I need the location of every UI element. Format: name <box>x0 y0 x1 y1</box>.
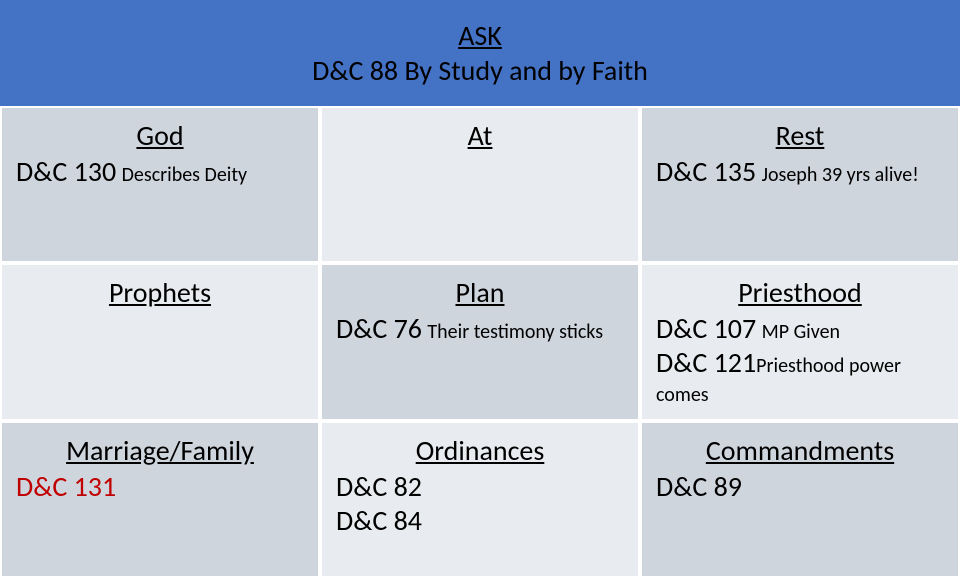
scripture-ref: D&C 82 <box>336 469 422 504</box>
cell-body: D&C 76 Their testimony sticks <box>336 312 624 346</box>
cell-body: D&C 82 D&C 84 <box>336 470 624 538</box>
scripture-ref: D&C 76 <box>336 311 422 346</box>
header-subtitle: D&C 88 By Study and by Faith <box>0 53 960 88</box>
cell-marriage-family: Marriage/Family D&C 131 <box>0 421 320 578</box>
scripture-ref: D&C 89 <box>656 469 742 504</box>
cell-god: God D&C 130 Describes Deity <box>0 106 320 263</box>
scripture-ref: D&C 130 <box>16 154 116 189</box>
header-banner: ASK D&C 88 By Study and by Faith <box>0 0 960 106</box>
cell-title: Marriage/Family <box>16 433 304 468</box>
cell-desc: Their testimony sticks <box>427 320 603 344</box>
cell-title: Prophets <box>16 275 304 310</box>
cell-title: Plan <box>336 275 624 310</box>
cell-ordinances: Ordinances D&C 82 D&C 84 <box>320 421 640 578</box>
cell-body: D&C 131 <box>16 470 304 504</box>
cell-desc: Describes Deity <box>122 163 248 187</box>
cell-title: Rest <box>656 118 944 153</box>
scripture-ref: D&C 84 <box>336 503 422 538</box>
cell-desc: Joseph 39 yrs alive! <box>762 163 919 187</box>
cell-title: Ordinances <box>336 433 624 468</box>
content-grid: God D&C 130 Describes Deity At Rest D&C … <box>0 106 960 578</box>
cell-at: At <box>320 106 640 263</box>
cell-desc: MP Given <box>762 320 840 344</box>
cell-priesthood: Priesthood D&C 107 MP Given D&C 121Pries… <box>640 263 960 420</box>
slide-container: ASK D&C 88 By Study and by Faith God D&C… <box>0 0 960 540</box>
cell-plan: Plan D&C 76 Their testimony sticks <box>320 263 640 420</box>
scripture-ref: D&C 135 <box>656 154 756 189</box>
cell-body: D&C 135 Joseph 39 yrs alive! <box>656 155 944 189</box>
cell-prophets: Prophets <box>0 263 320 420</box>
cell-body: D&C 89 <box>656 470 944 504</box>
cell-commandments: Commandments D&C 89 <box>640 421 960 578</box>
cell-title: Commandments <box>656 433 944 468</box>
cell-rest: Rest D&C 135 Joseph 39 yrs alive! <box>640 106 960 263</box>
cell-body: D&C 107 MP Given D&C 121Priesthood power… <box>656 312 944 408</box>
cell-title: God <box>16 118 304 153</box>
cell-body: D&C 130 Describes Deity <box>16 155 304 189</box>
header-title: ASK <box>0 18 960 53</box>
scripture-ref: D&C 107 <box>656 311 756 346</box>
scripture-ref: D&C 131 <box>16 469 116 504</box>
scripture-ref: D&C 121 <box>656 345 756 380</box>
cell-title: At <box>336 118 624 153</box>
cell-title: Priesthood <box>656 275 944 310</box>
